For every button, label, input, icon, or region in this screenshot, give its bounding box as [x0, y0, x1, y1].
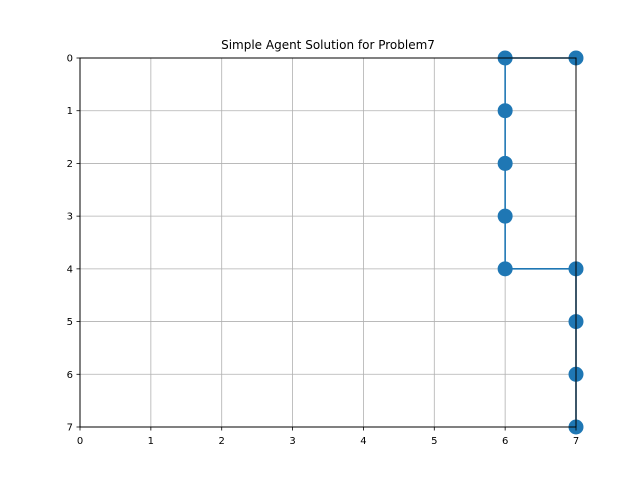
data-point	[497, 208, 513, 224]
y-tick-label: 0	[67, 54, 73, 65]
x-tick-label: 0	[77, 436, 83, 447]
x-tick-label: 6	[502, 436, 508, 447]
y-axis-ticks: 0 1 2 3 4 5 6 7	[67, 54, 80, 434]
x-axis-ticks: 0 1 2 3 4 5 6 7	[77, 427, 579, 447]
data-point	[497, 155, 513, 171]
data-point	[497, 261, 513, 277]
plot-frame	[79, 57, 577, 428]
y-tick-label: 5	[67, 317, 73, 328]
chart-title: Simple Agent Solution for Problem7	[221, 38, 435, 52]
grid-lines	[79, 57, 577, 428]
y-tick-label: 7	[67, 423, 73, 434]
y-tick-label: 4	[67, 264, 73, 275]
x-tick-label: 7	[573, 436, 579, 447]
y-tick-label: 1	[67, 106, 73, 117]
y-tick-label: 2	[67, 159, 73, 170]
x-tick-label: 3	[289, 436, 295, 447]
data-point	[497, 103, 513, 119]
y-tick-label: 3	[67, 212, 73, 223]
x-tick-label: 1	[148, 436, 154, 447]
y-tick-label: 6	[67, 370, 73, 381]
x-tick-label: 5	[431, 436, 437, 447]
x-tick-label: 2	[219, 436, 225, 447]
x-tick-label: 4	[360, 436, 366, 447]
